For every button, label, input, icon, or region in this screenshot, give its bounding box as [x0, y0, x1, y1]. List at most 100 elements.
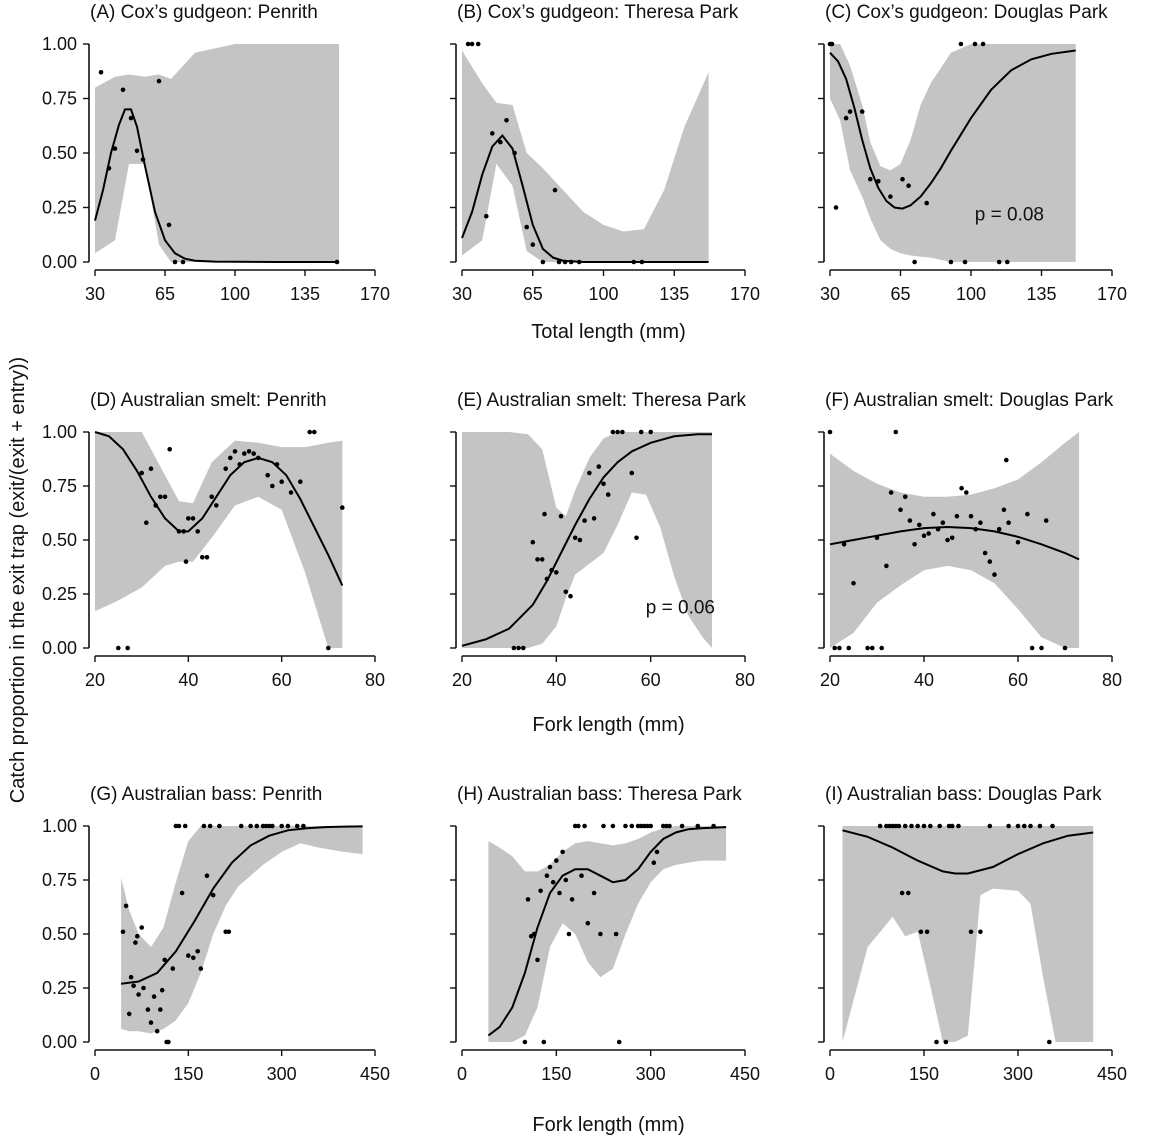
y-tick-label-a: 0.25 [42, 198, 77, 218]
data-point-d [237, 462, 242, 467]
data-point-i [1006, 823, 1011, 829]
data-point-g [141, 985, 146, 991]
data-point-i [1037, 823, 1043, 829]
x-tick-label-h: 150 [541, 1064, 571, 1084]
data-point-g [136, 992, 141, 997]
data-point-a [166, 222, 172, 228]
data-point-e [554, 570, 559, 575]
data-point-g [151, 994, 157, 999]
data-point-c [906, 183, 911, 188]
x-tick-label-g: 150 [173, 1064, 203, 1084]
data-point-b [562, 259, 568, 265]
data-point-e [591, 516, 597, 521]
data-point-g [301, 823, 306, 829]
data-point-i [937, 823, 942, 829]
x-tick-label-c: 65 [890, 284, 910, 304]
data-point-g [126, 1011, 132, 1017]
data-point-a [180, 259, 186, 265]
fitted-line-b [461, 134, 709, 263]
x-tick-label-b: 65 [523, 284, 543, 304]
data-point-h [613, 931, 619, 937]
data-point-h [623, 823, 628, 829]
data-point-c [980, 41, 986, 47]
data-point-h [563, 877, 569, 883]
data-point-d [326, 645, 331, 651]
data-point-h [560, 849, 565, 855]
data-point-g [294, 823, 300, 829]
data-point-e [605, 492, 611, 497]
data-point-d [255, 455, 261, 461]
data-point-e [582, 518, 587, 523]
data-point-i [987, 823, 993, 829]
data-point-i [1047, 1039, 1052, 1045]
data-point-d [242, 451, 247, 456]
data-point-f [1039, 645, 1044, 651]
data-point-b [639, 259, 645, 265]
panel-f: 20 40 60 80 (F) Australian smelt: Douglas Pa… [818, 390, 1122, 690]
panel-title-b: (B) Cox’s gudgeon: Theresa Park [457, 2, 739, 23]
data-point-f [902, 494, 908, 500]
data-point-h [554, 858, 559, 863]
data-point-f [874, 535, 880, 541]
data-point-d [228, 455, 233, 461]
data-point-b [631, 259, 637, 265]
data-point-e [577, 537, 583, 543]
confidence-band-b [462, 50, 709, 262]
data-point-g [270, 823, 275, 829]
data-point-f [996, 526, 1002, 532]
data-point-a [334, 259, 340, 265]
data-point-i [915, 823, 920, 829]
data-point-c [833, 205, 839, 210]
x-tick-label-h: 450 [730, 1064, 760, 1084]
x-axis-label-h: Fork length (mm) [532, 1114, 684, 1136]
data-point-d [288, 490, 294, 495]
data-point-d [158, 494, 163, 500]
data-point-c [876, 179, 881, 184]
confidence-band-h [488, 826, 727, 1042]
data-point-d [116, 645, 121, 651]
data-point-i [902, 823, 908, 829]
data-point-e [615, 429, 620, 435]
data-point-f [888, 490, 894, 495]
data-point-f [968, 513, 974, 519]
y-axis-label: Catch proportion in the exit trap (exit/… [7, 357, 29, 803]
data-point-f [912, 542, 917, 547]
data-point-d [144, 520, 149, 525]
confidence-band-g [121, 826, 363, 1034]
data-point-h [566, 931, 572, 937]
y-tick-label-d: 1.00 [42, 422, 77, 442]
data-point-f [935, 526, 941, 532]
data-point-a [172, 259, 178, 265]
x-tick-label-d: 20 [85, 670, 105, 690]
data-point-h [585, 920, 591, 926]
data-point-g [120, 929, 126, 935]
y-tick-label-a: 0.50 [42, 143, 77, 163]
data-point-i [877, 823, 883, 829]
data-point-f [945, 537, 950, 543]
data-point-h [601, 823, 606, 829]
data-point-b [512, 150, 517, 156]
x-tick-label-i: 150 [909, 1064, 939, 1084]
data-point-i [928, 823, 933, 829]
data-point-b [498, 139, 503, 145]
panel-i: 0 150 300 450 (I) Australian bass: Douglas P… [818, 784, 1127, 1084]
data-point-f [964, 490, 969, 495]
panel-title-f: (F) Australian smelt: Douglas Park [825, 390, 1114, 411]
panel-h: 0 150 300 450 (H) Australian bass: Theresa P… [450, 784, 760, 1136]
panel-title-e: (E) Australian smelt: Theresa Park [457, 390, 746, 411]
data-point-h [544, 873, 550, 878]
confidence-band-c [830, 44, 1076, 262]
panel-g: 0.00 0.25 0.50 0.75 1.00 0 150 300 450 (G) Austra… [42, 784, 390, 1084]
data-point-g [186, 953, 191, 958]
x-tick-label-a: 65 [155, 284, 175, 304]
x-tick-label-f: 40 [914, 670, 934, 690]
data-point-d [265, 472, 271, 478]
data-point-d [312, 429, 317, 435]
data-point-g [182, 823, 188, 829]
data-point-d [183, 559, 189, 564]
y-tick-label-a: 1.00 [42, 34, 77, 54]
data-point-b [484, 213, 489, 219]
p-value-annotation-e: p = 0.06 [646, 597, 715, 618]
x-tick-label-e: 40 [546, 670, 566, 690]
x-tick-label-b: 170 [730, 284, 760, 304]
